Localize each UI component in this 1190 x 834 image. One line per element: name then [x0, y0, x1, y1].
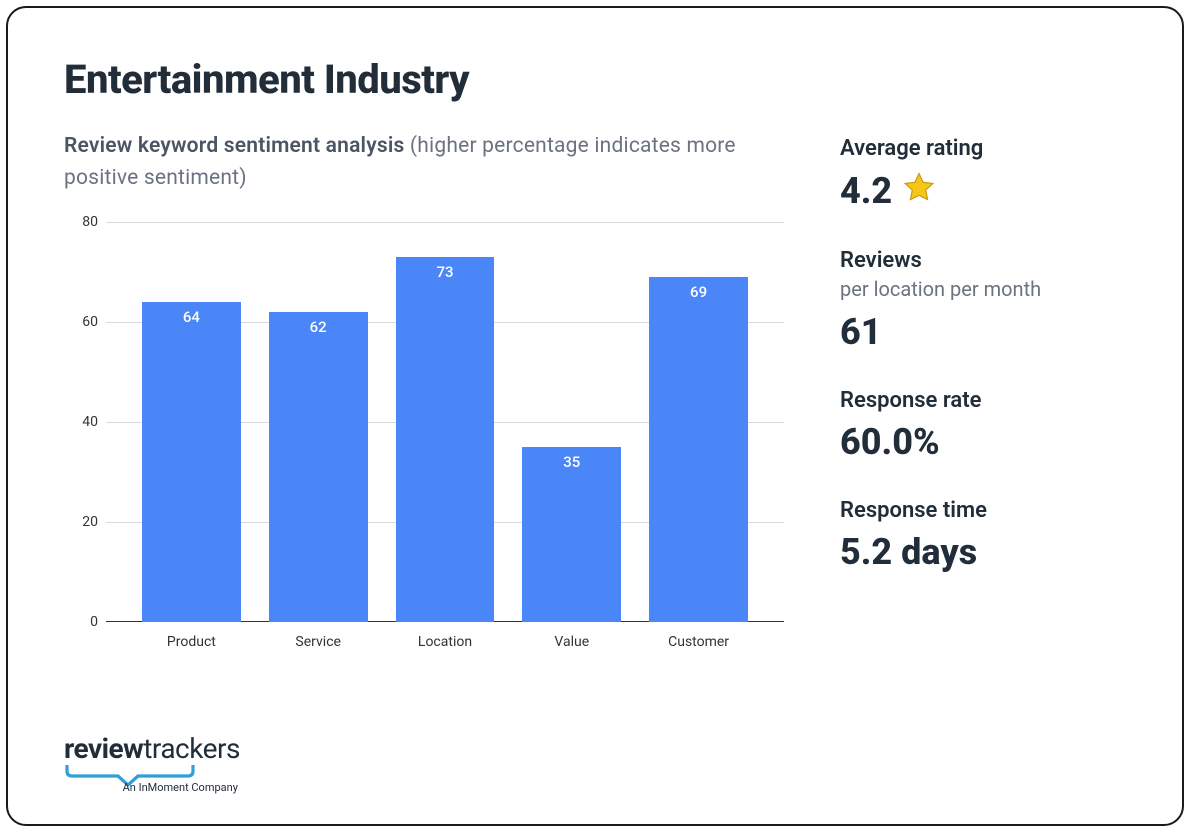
x-axis-labels: ProductServiceLocationValueCustomer	[106, 628, 784, 652]
bar: 62	[269, 312, 368, 622]
x-tick-label: Service	[255, 628, 382, 652]
bar-value-label: 64	[142, 308, 241, 326]
page-title: Entertainment Industry	[64, 56, 1126, 103]
stat-value: 5.2 days	[840, 532, 1126, 573]
stat-value: 60.0%	[840, 422, 1126, 463]
stat-response-time: Response time 5.2 days	[840, 497, 1126, 573]
x-tick-label: Customer	[635, 628, 762, 652]
stat-value: 61	[840, 312, 1126, 353]
report-card: Entertainment Industry Review keyword se…	[6, 6, 1184, 826]
bar-value-label: 35	[522, 453, 621, 471]
stats-panel: Average rating 4.2 Reviews per location …	[840, 131, 1126, 652]
avg-rating-number: 4.2	[840, 171, 892, 212]
stat-avg-rating: Average rating 4.2	[840, 135, 1126, 213]
x-tick-label: Location	[382, 628, 509, 652]
bar-slot: 64	[128, 222, 255, 622]
bar: 69	[649, 277, 748, 622]
subtitle-bold: Review keyword sentiment analysis	[64, 134, 404, 158]
stat-label: Reviews	[840, 247, 1126, 276]
bar-slot: 69	[635, 222, 762, 622]
logo-wordmark: reviewtrackers	[64, 735, 240, 763]
stat-label: Response rate	[840, 387, 1126, 416]
bar-slot: 35	[508, 222, 635, 622]
logo-bold: review	[64, 732, 143, 765]
chart-panel: Review keyword sentiment analysis (highe…	[64, 131, 784, 652]
x-tick-label: Value	[508, 628, 635, 652]
x-tick-label: Product	[128, 628, 255, 652]
stat-reviews: Reviews per location per month 61	[840, 247, 1126, 353]
bar: 35	[522, 447, 621, 622]
y-tick-label: 0	[64, 614, 98, 630]
bar-value-label: 62	[269, 318, 368, 336]
y-tick-label: 60	[64, 314, 98, 330]
y-tick-label: 20	[64, 514, 98, 530]
stat-value: 4.2	[840, 170, 1126, 213]
chart-subtitle: Review keyword sentiment analysis (highe…	[64, 131, 784, 194]
bar-value-label: 73	[396, 263, 495, 281]
logo-tagline: An InMoment Company	[64, 781, 240, 794]
bar: 73	[396, 257, 495, 622]
stat-sublabel: per location per month	[840, 276, 1126, 302]
chart-bars: 64 62 73 35 69	[106, 222, 784, 622]
bar-slot: 62	[255, 222, 382, 622]
stat-label: Average rating	[840, 135, 1126, 164]
bar-value-label: 69	[649, 283, 748, 301]
y-tick-label: 80	[64, 214, 98, 230]
bar: 64	[142, 302, 241, 622]
star-icon	[902, 170, 936, 213]
content-row: Review keyword sentiment analysis (highe…	[64, 131, 1126, 652]
stat-response-rate: Response rate 60.0%	[840, 387, 1126, 463]
reviewtrackers-logo: reviewtrackers An InMoment Company	[64, 735, 240, 794]
stat-label: Response time	[840, 497, 1126, 526]
logo-light: trackers	[143, 732, 240, 765]
bar-slot: 73	[382, 222, 509, 622]
y-tick-label: 40	[64, 414, 98, 430]
sentiment-bar-chart: 020406080 6462733569 ProductServiceLocat…	[64, 222, 784, 652]
